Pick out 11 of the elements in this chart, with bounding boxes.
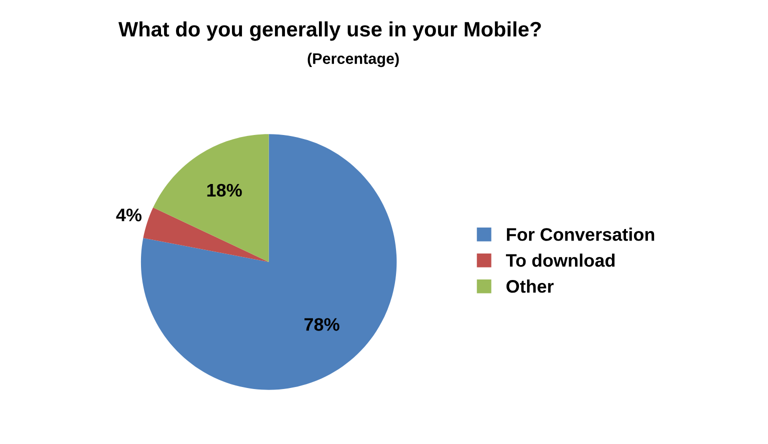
pie-slice [153, 134, 269, 262]
chart-subtitle: (Percentage) [308, 52, 399, 68]
legend-label: For Conversation [506, 228, 654, 241]
chart-title: What do you generally use in your Mobile? [118, 21, 541, 41]
pie-slice [140, 134, 397, 390]
data-label: 78% [304, 318, 340, 331]
legend-label: Other [506, 280, 554, 293]
data-label: 18% [207, 184, 242, 197]
legend-label: To download [506, 254, 615, 267]
data-label: 4% [116, 208, 142, 222]
pie-slice [143, 208, 269, 262]
